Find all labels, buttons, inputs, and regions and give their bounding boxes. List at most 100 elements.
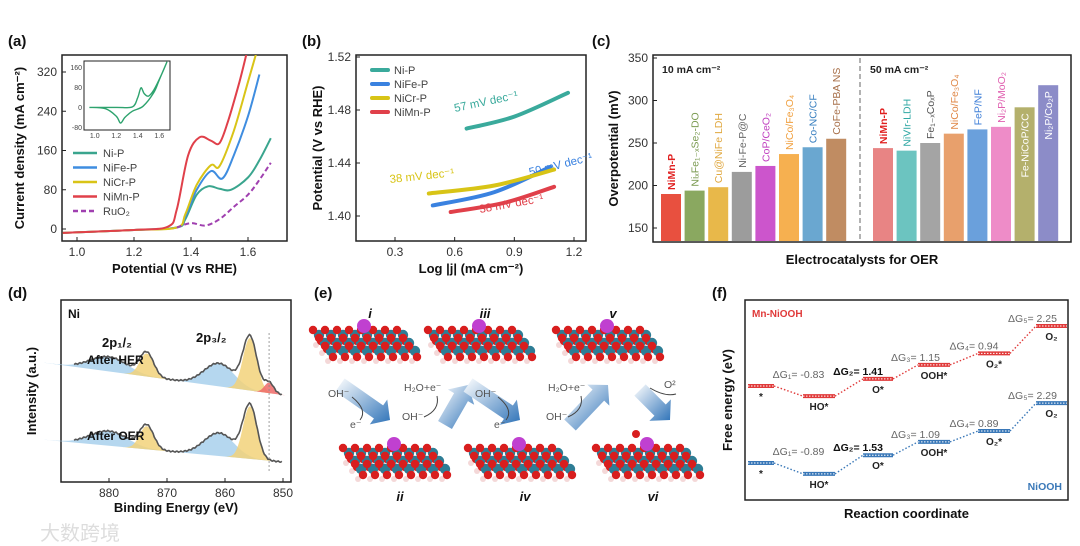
y-tick-label: 300 <box>628 94 648 108</box>
delta-g-label: ΔG₂= 1.41 <box>833 366 883 378</box>
bar-Co-NC/CF <box>802 147 823 241</box>
spectrum-envelope <box>73 333 283 396</box>
oxygen-atom <box>467 352 477 362</box>
x-tick-label: 1.0 <box>69 245 86 259</box>
oxygen-atom <box>635 341 645 351</box>
inset-x-tick-label: 1.0 <box>90 133 100 140</box>
oxygen-atom <box>479 352 489 362</box>
y-tick-label: 0 <box>50 222 57 236</box>
oxygen-atom <box>523 443 533 453</box>
oxygen-atom <box>356 451 366 461</box>
y-tick-label: 160 <box>37 144 57 158</box>
x-tick-label: 1.2 <box>566 245 583 259</box>
oxygen-atom <box>376 352 386 362</box>
oxygen-atom <box>328 352 338 362</box>
oxygen-atom <box>459 325 469 335</box>
oxygen-atom <box>430 470 440 480</box>
fit-component <box>225 406 275 462</box>
oxygen-atom <box>398 459 408 469</box>
oxygen-atom <box>651 443 661 453</box>
oxygen-atom <box>599 341 609 351</box>
spectrum-label: After OER <box>87 429 145 443</box>
oxygen-atom <box>447 341 457 351</box>
hydrogen-atom <box>349 468 355 474</box>
bar-Cu@NiFe LDH <box>708 187 729 241</box>
oxygen-atom <box>487 443 497 453</box>
oxygen-atom <box>368 341 378 351</box>
bar-Fe₁₋ₓCoₓP <box>920 143 941 241</box>
oxygen-atom <box>641 333 651 343</box>
structure-v <box>551 319 665 364</box>
x-tick-label: 0.3 <box>387 245 404 259</box>
oxygen-atom <box>443 352 453 362</box>
connector-line <box>949 352 979 366</box>
oxygen-atom <box>338 443 348 453</box>
oxygen-atom <box>358 470 368 480</box>
oxygen-atom <box>429 333 439 343</box>
oxygen-atom <box>671 470 681 480</box>
y-tick-label: 200 <box>628 179 648 193</box>
hydrogen-atom <box>652 358 658 364</box>
curved-arrow-icon <box>497 396 510 421</box>
oxygen-atom <box>469 451 479 461</box>
oxygen-atom <box>412 352 422 362</box>
oxygen-atom <box>368 451 378 461</box>
hydrogen-atom <box>480 476 486 482</box>
delta-g-label: ΔG₁= -0.83 <box>773 369 825 381</box>
state-label: O* <box>872 461 884 472</box>
oxygen-atom <box>434 459 444 469</box>
bar-label: CoFe-PBA NS <box>831 68 843 135</box>
bar-label: NiMn-P <box>878 108 890 144</box>
connector-line <box>773 462 804 475</box>
connector-line <box>834 378 864 397</box>
delta-g-label: ΔG₄= 0.94 <box>950 340 999 352</box>
oxygen-atom <box>687 459 697 469</box>
bar-label: NiMn-P <box>666 154 678 190</box>
panel-label-c: (c) <box>592 33 610 50</box>
bar-Ni₂P/Co₂P <box>1038 85 1059 241</box>
inset-y-tick-label: 0 <box>78 105 82 112</box>
oxygen-atom <box>675 459 685 469</box>
oxygen-atom <box>459 341 469 351</box>
hydrogen-atom <box>427 476 433 482</box>
hydrogen-atom <box>440 358 446 364</box>
oxygen-atom <box>505 451 515 461</box>
oxygen-atom <box>629 333 639 343</box>
hydrogen-atom <box>640 358 646 364</box>
oxygen-atom <box>569 333 579 343</box>
oxygen-atom <box>338 333 348 343</box>
oxygen-atom <box>416 451 426 461</box>
hydrogen-atom <box>313 342 319 348</box>
hydrogen-atom <box>668 476 674 482</box>
oxygen-atom <box>362 459 372 469</box>
oxygen-atom <box>575 325 585 335</box>
oxygen-atom <box>344 341 354 351</box>
connector-line <box>834 454 864 475</box>
hydrogen-atom <box>361 358 367 364</box>
y-axis-label: Free energy (eV) <box>720 349 735 451</box>
hydrogen-atom <box>397 358 403 364</box>
bar-NiVIr-LDH <box>896 150 917 241</box>
plot-frame <box>652 54 1072 243</box>
oxygen-atom <box>455 352 465 362</box>
hydrogen-atom <box>596 460 602 466</box>
oxygen-atom <box>499 443 509 453</box>
hydrogen-atom <box>562 350 568 356</box>
oxygen-atom <box>519 470 529 480</box>
connector-line <box>892 364 919 380</box>
state-label: O₂* <box>986 437 1002 448</box>
y-tick-label: 1.40 <box>328 209 352 223</box>
reaction-arrow-icon <box>634 384 671 421</box>
state-label: iv <box>520 489 532 504</box>
species-label: H₂O+e⁻ <box>404 382 442 394</box>
manganese-atom <box>387 437 401 451</box>
oxygen-atom <box>547 459 557 469</box>
oxygen-atom <box>615 443 625 453</box>
hydrogen-atom <box>616 358 622 364</box>
x-tick-label: 870 <box>157 486 177 500</box>
oxygen-atom <box>581 333 591 343</box>
manganese-atom <box>512 437 526 451</box>
bar-Fe-NiCoP/CC <box>1014 107 1035 241</box>
y-tick-label: 320 <box>37 65 57 79</box>
